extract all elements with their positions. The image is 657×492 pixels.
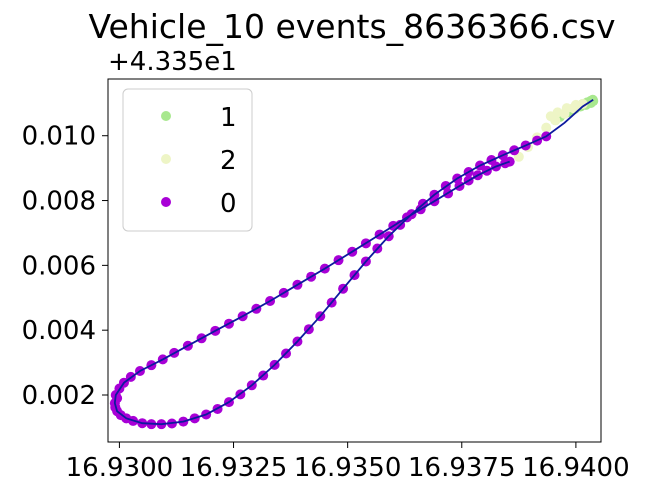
legend-marker xyxy=(161,197,171,207)
legend-label: 1 xyxy=(220,103,237,133)
legend: 1 2 0 xyxy=(122,88,253,232)
chart-title: Vehicle_10 events_8636366.csv xyxy=(88,7,615,46)
x-axis: 16.9300 16.9325 16.9350 16.9375 16.9400 xyxy=(66,442,630,483)
series-2 xyxy=(513,98,588,162)
plot-frame xyxy=(107,78,602,443)
x-tick-label: 16.9375 xyxy=(408,453,516,483)
x-tick-label: 16.9400 xyxy=(522,453,630,483)
y-tick-label: 0.008 xyxy=(22,187,96,217)
y-tick-label: 0.002 xyxy=(22,381,96,411)
x-tick-label: 16.9350 xyxy=(294,453,402,483)
legend-marker xyxy=(161,154,171,164)
plot-area xyxy=(107,78,602,443)
y-tick-label: 0.004 xyxy=(22,316,96,346)
data-point xyxy=(570,99,581,110)
y-tick-label: 0.006 xyxy=(22,251,96,281)
trajectory-line xyxy=(113,98,594,426)
legend-label: 2 xyxy=(220,146,237,176)
legend-label: 0 xyxy=(220,189,237,219)
y-tick-label: 0.010 xyxy=(22,122,96,152)
x-tick-label: 16.9325 xyxy=(180,453,288,483)
x-tick-label: 16.9300 xyxy=(66,453,174,483)
legend-marker xyxy=(161,111,171,121)
legend-box xyxy=(122,88,253,232)
data-point xyxy=(541,122,552,133)
data-point xyxy=(552,107,563,118)
data-point xyxy=(561,103,572,114)
y-axis: 0.002 0.004 0.006 0.008 0.010 xyxy=(22,122,108,411)
y-offset-text: +4.335e1 xyxy=(108,47,237,77)
